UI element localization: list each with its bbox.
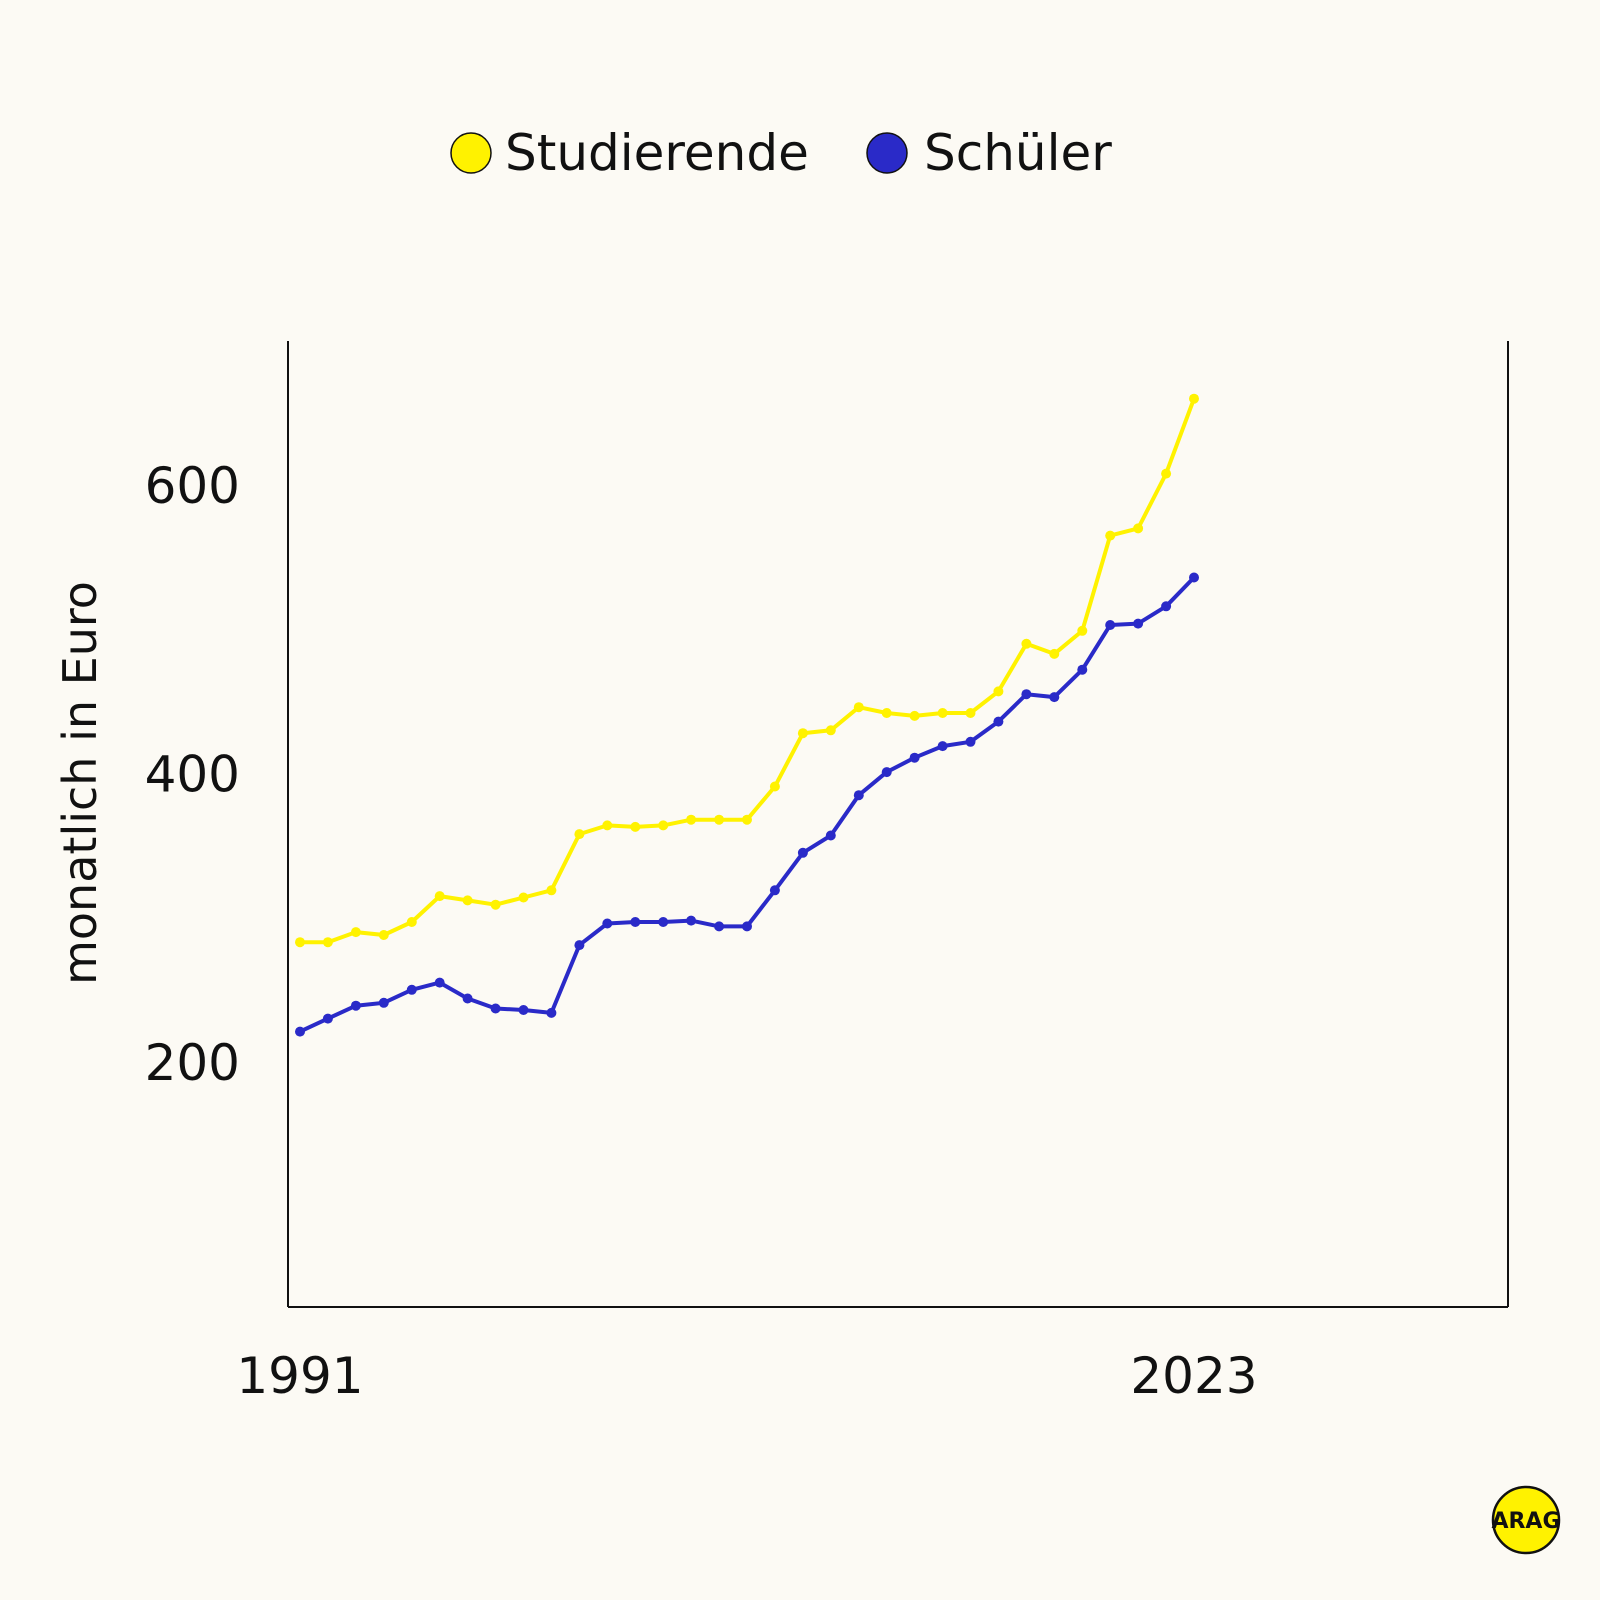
data-point-schueler — [602, 918, 613, 929]
arag-logo: ARAG — [1491, 1485, 1561, 1555]
legend-item-schueler: Schüler — [866, 124, 1112, 182]
data-point-schueler — [909, 752, 920, 763]
y-axis-label: monatlich in Euro — [53, 581, 107, 985]
series-group — [295, 393, 1199, 1037]
data-point-schueler — [518, 1005, 529, 1015]
series-line-studierende — [300, 398, 1196, 945]
data-point-schueler — [462, 993, 473, 1004]
data-point-schueler — [965, 736, 976, 747]
y-tick-labels: 200 400 600 — [145, 457, 240, 1092]
data-point-studierende — [630, 821, 641, 832]
y-tick-label: 200 — [145, 1034, 240, 1092]
legend-item-studierende: Studierende — [450, 124, 809, 182]
data-point-studierende — [742, 814, 752, 825]
data-point-schueler — [406, 984, 417, 995]
data-point-schueler — [574, 940, 585, 951]
data-point-schueler — [1049, 692, 1060, 703]
data-point-schueler — [714, 921, 725, 932]
data-point-studierende — [434, 891, 445, 902]
data-point-studierende — [825, 725, 836, 736]
data-point-studierende — [1021, 638, 1032, 649]
data-point-schueler — [993, 716, 1004, 727]
data-point-studierende — [1133, 523, 1144, 534]
data-point-schueler — [658, 917, 669, 927]
data-point-schueler — [322, 1013, 333, 1024]
data-point-schueler — [1021, 689, 1032, 700]
data-point-schueler — [742, 921, 752, 932]
data-point-studierende — [350, 927, 361, 938]
legend: Studierende Schüler — [450, 124, 1112, 182]
data-point-studierende — [602, 820, 613, 831]
data-point-schueler — [1077, 664, 1088, 675]
x-tick-label: 2023 — [1130, 1347, 1257, 1405]
data-point-studierende — [406, 917, 417, 927]
legend-swatch-studierende — [450, 132, 492, 174]
logo-text: ARAG — [1491, 1509, 1560, 1534]
data-point-studierende — [378, 930, 389, 940]
data-point-studierende — [1049, 648, 1060, 659]
data-point-studierende — [1105, 530, 1116, 541]
data-point-schueler — [769, 885, 780, 896]
data-point-studierende — [937, 708, 948, 718]
data-point-schueler — [378, 997, 389, 1008]
data-point-schueler — [1189, 572, 1199, 583]
data-point-studierende — [462, 895, 473, 906]
data-point-studierende — [295, 937, 305, 948]
y-tick-label: 400 — [145, 746, 240, 804]
y-tick-label: 600 — [145, 457, 240, 515]
data-point-studierende — [714, 814, 725, 825]
data-point-studierende — [658, 820, 669, 831]
data-point-schueler — [295, 1026, 305, 1037]
data-point-studierende — [965, 708, 976, 718]
data-point-schueler — [1161, 601, 1172, 612]
data-point-studierende — [769, 781, 780, 792]
series-line-schueler — [299, 576, 1196, 1034]
data-point-studierende — [853, 702, 864, 713]
data-point-studierende — [574, 829, 585, 840]
data-point-studierende — [490, 899, 501, 910]
data-point-studierende — [881, 708, 892, 718]
data-point-schueler — [797, 847, 808, 858]
data-point-schueler — [937, 741, 948, 752]
data-point-schueler — [1133, 618, 1144, 629]
data-point-studierende — [1161, 468, 1172, 479]
data-point-studierende — [686, 814, 697, 825]
data-point-schueler — [434, 977, 445, 988]
x-tick-label: 1991 — [236, 1347, 363, 1405]
data-point-schueler — [686, 915, 697, 926]
x-tick-labels: 1991 2023 — [236, 1347, 1257, 1405]
data-point-studierende — [518, 892, 529, 903]
logo-circle — [1491, 1485, 1561, 1555]
data-point-studierende — [546, 885, 557, 896]
data-point-schueler — [546, 1007, 557, 1018]
data-point-studierende — [797, 728, 808, 739]
data-point-studierende — [993, 686, 1004, 697]
data-point-studierende — [322, 937, 333, 948]
legend-swatch-schueler — [866, 132, 908, 174]
data-point-schueler — [490, 1003, 501, 1014]
data-point-schueler — [825, 830, 836, 841]
legend-label-schueler: Schüler — [924, 124, 1112, 182]
data-point-schueler — [1105, 620, 1116, 630]
data-point-schueler — [350, 1000, 361, 1011]
data-point-schueler — [881, 767, 892, 778]
data-point-schueler — [853, 790, 864, 801]
data-point-studierende — [1189, 393, 1199, 404]
legend-label-studierende: Studierende — [505, 124, 809, 182]
data-point-schueler — [630, 917, 641, 927]
data-point-studierende — [909, 710, 920, 721]
data-point-studierende — [1077, 625, 1088, 636]
